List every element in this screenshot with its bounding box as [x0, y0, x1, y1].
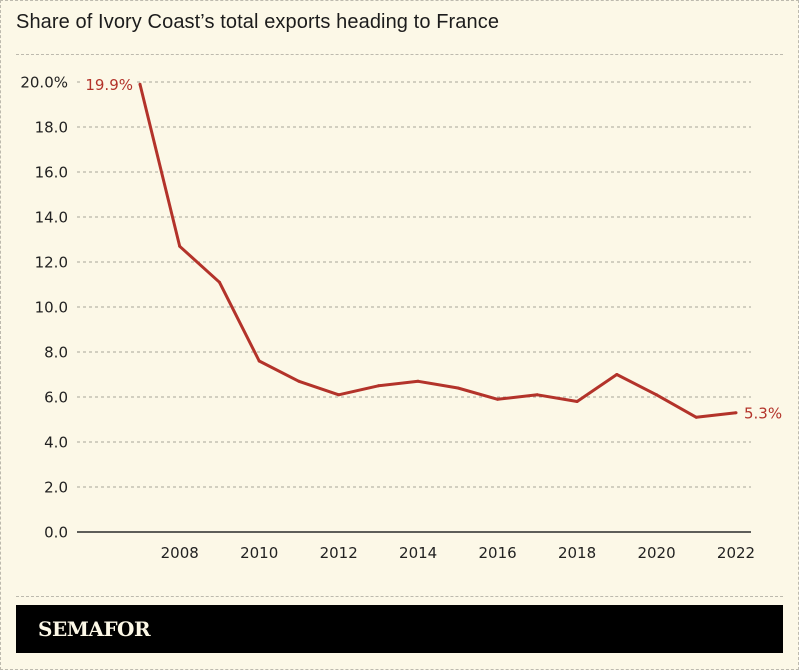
x-tick-label: 2022 — [717, 544, 755, 562]
chart-title: Share of Ivory Coast’s total exports hea… — [16, 11, 500, 33]
data-point-2007 — [138, 82, 142, 86]
footer-separator — [16, 596, 783, 597]
data-points — [138, 82, 738, 419]
y-tick-label: 10.0 — [35, 299, 68, 317]
title-separator — [16, 54, 783, 55]
data-point-2018 — [575, 400, 579, 403]
data-point-2012 — [337, 393, 341, 397]
data-point-2019 — [615, 373, 619, 376]
y-tick-label: 16.0 — [35, 164, 68, 182]
data-point-2021 — [694, 415, 698, 419]
x-tick-label: 2016 — [479, 544, 517, 562]
footer-bar: SEMAFOR — [16, 605, 783, 653]
x-tick-label: 2010 — [240, 544, 278, 562]
y-tick-label: 4.0 — [44, 434, 68, 452]
annotation-background — [82, 73, 136, 94]
y-tick-label: 0.0 — [44, 524, 68, 542]
y-axis-ticks: 0.0 2.0 4.0 6.0 8.0 10.0 12.0 14.0 16.0 18.0 20.0% — [20, 74, 68, 542]
gridlines — [77, 81, 751, 488]
y-tick-label: 18.0 — [35, 119, 68, 137]
x-axis-ticks: 2008 2010 2012 2014 2016 2018 2020 2022 — [161, 544, 755, 562]
data-point-2016 — [496, 397, 500, 401]
data-point-2013 — [376, 384, 380, 388]
data-point-2015 — [456, 386, 460, 390]
data-point-2008 — [178, 244, 182, 248]
x-tick-label: 2012 — [320, 544, 358, 562]
data-point-2014 — [416, 379, 420, 383]
semafor-logo: SEMAFOR — [38, 617, 151, 641]
y-tick-label: 20.0% — [20, 74, 68, 92]
y-tick-label: 2.0 — [44, 479, 68, 497]
data-point-2010 — [257, 359, 261, 363]
y-tick-label: 14.0 — [35, 209, 68, 227]
data-label: 19.9% — [85, 76, 133, 94]
x-tick-label: 2008 — [161, 544, 199, 562]
line-chart: 0.0 2.0 4.0 6.0 8.0 10.0 12.0 14.0 16.0 18.0 20.0%… — [20, 73, 794, 562]
series-line-france-share — [138, 83, 737, 419]
data-label: 5.3% — [744, 404, 782, 422]
data-point-2011 — [297, 379, 301, 383]
x-tick-label: 2014 — [399, 544, 437, 562]
x-tick-label: 2020 — [637, 544, 675, 562]
x-tick-label: 2018 — [558, 544, 596, 562]
data-annotations: 19.9% 5.3% — [82, 73, 794, 422]
data-point-2020 — [655, 393, 659, 397]
y-tick-label: 12.0 — [35, 254, 68, 272]
y-tick-label: 6.0 — [44, 389, 68, 407]
data-point-2009 — [217, 280, 221, 284]
data-point-2022 — [734, 411, 738, 415]
data-point-2017 — [535, 393, 539, 397]
annotation-background — [740, 401, 794, 422]
y-tick-label: 8.0 — [44, 344, 68, 362]
